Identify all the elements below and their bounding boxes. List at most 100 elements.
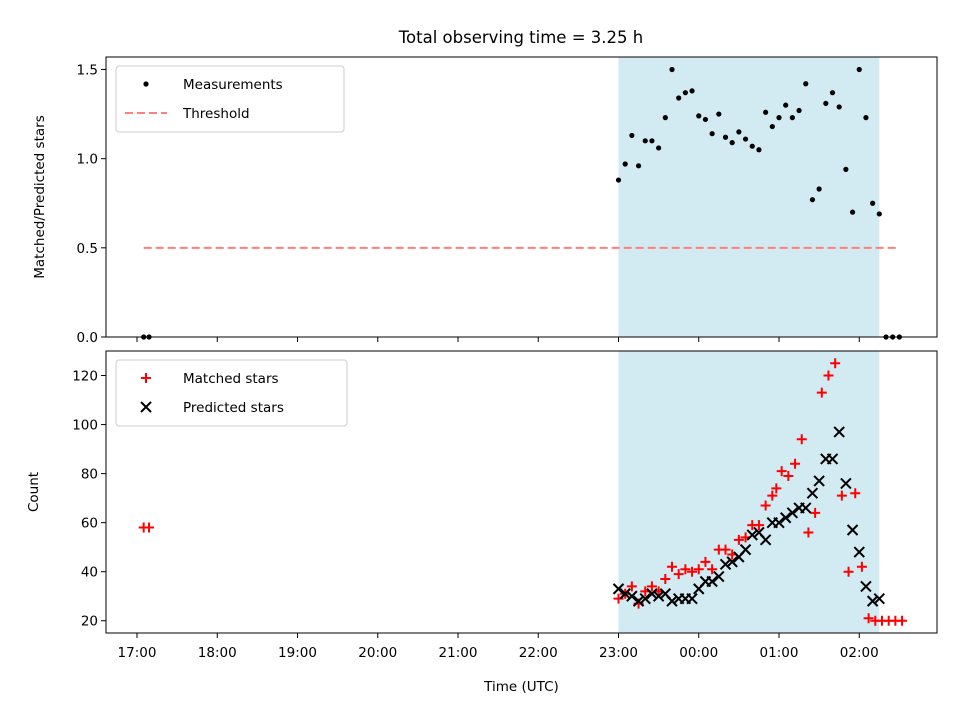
matched-point [700,556,711,567]
predicted-point [713,570,725,583]
observing-span-shade [618,57,880,337]
x-tick-label: 20:00 [358,645,397,661]
x-axis-label: Time (UTC) [483,679,559,695]
predicted-point [773,516,785,529]
matched-point [856,561,867,572]
top-panel: 0.0 0.5 1.0 1.5 Matched/Predicted stars Measu… [32,56,938,346]
y-tick-label: 120 [72,369,98,385]
x-tick-label: 17:00 [118,645,157,661]
y-tick-label: 1.0 [77,152,98,168]
measurement-point [803,81,809,87]
measurement-point [682,90,688,96]
matched-point [626,581,637,592]
y-tick-label: 0.5 [77,241,98,257]
y-tick-label: 1.5 [77,62,98,78]
predicted-point [826,453,839,465]
measurement-point [749,143,755,149]
measurement-point [635,163,642,169]
y-tick-label: 100 [72,418,98,434]
legend-box [115,65,345,133]
measurement-point [689,88,695,94]
matched-point [843,566,854,577]
predicted-point [632,595,645,607]
measurement-point [702,116,709,123]
matched-point [667,561,677,572]
measurement-point [649,138,655,144]
predicted-point [639,592,651,605]
matched-point [733,534,744,545]
predicted-point [846,524,859,536]
matched-point [796,434,807,445]
measurement-point [816,186,822,192]
matched-point [646,581,657,592]
measurement-point [870,200,876,206]
measurement-point [662,115,668,121]
predicted-point [806,487,819,499]
measurement-point [656,145,662,151]
predicted-point [612,583,625,595]
legend-label: Matched stars [183,371,279,387]
matched-point [783,471,794,482]
y-tick-label: 60 [81,516,98,532]
matched-point [760,500,771,511]
y-axis-label: Matched/Predicted stars [32,115,48,278]
matched-point [803,527,814,538]
measurement-point [742,136,749,142]
predicted-point [652,590,665,602]
matched-point [771,483,782,494]
x-tick-label: 21:00 [439,645,478,661]
measurement-point [722,134,729,140]
axes-frame [105,350,938,634]
matched-point [144,522,155,533]
y-tick-label: 0.0 [77,330,98,346]
legend-marker-measurements [143,81,149,87]
x-tick-label: 19:00 [278,645,317,661]
predicted-point [833,426,845,438]
predicted-point [686,592,698,605]
legend-box [115,359,348,427]
y-tick-label: 80 [81,467,98,483]
legend-marker-matched [141,373,151,383]
axes-frame [105,56,938,338]
measurement-point [622,161,628,167]
matched-point [720,544,731,555]
predicted-point [840,477,852,490]
measurement-point [709,131,715,137]
matched-point [830,358,841,369]
predicted-point [646,588,658,600]
measurement-point [789,115,795,121]
measurement-point [836,104,842,110]
matched-point [707,564,718,575]
measurement-point [615,177,622,183]
predicted-point [726,556,738,568]
predicted-point [746,529,758,541]
measurement-point [669,66,675,73]
measurement-point [843,166,849,172]
matched-point [687,566,698,577]
measurement-point [856,66,862,73]
matched-point [680,564,691,575]
measurement-point [769,123,775,130]
measurement-point [809,197,816,203]
measurement-point [876,211,882,217]
x-tick-label: 23:00 [599,645,638,661]
measurement-point [729,140,735,146]
legend-label: Measurements [183,77,283,93]
predicted-point [759,534,772,546]
measurement-point [716,111,722,117]
measurement-point [696,113,702,119]
measurement-point [676,95,682,101]
matched-point [776,466,787,477]
predicted-point [786,507,799,519]
x-tick-label: 18:00 [198,645,237,661]
matched-point [816,387,827,398]
matched-point [673,569,684,580]
y-tick-label: 20 [81,614,98,630]
measurement-point [823,100,829,106]
matched-point [836,490,847,501]
legend-marker-predicted [140,401,152,413]
legend-label: Threshold [182,106,250,122]
x-tick-label: 01:00 [760,645,799,661]
predicted-point [866,595,879,607]
measurement-point [763,109,769,115]
